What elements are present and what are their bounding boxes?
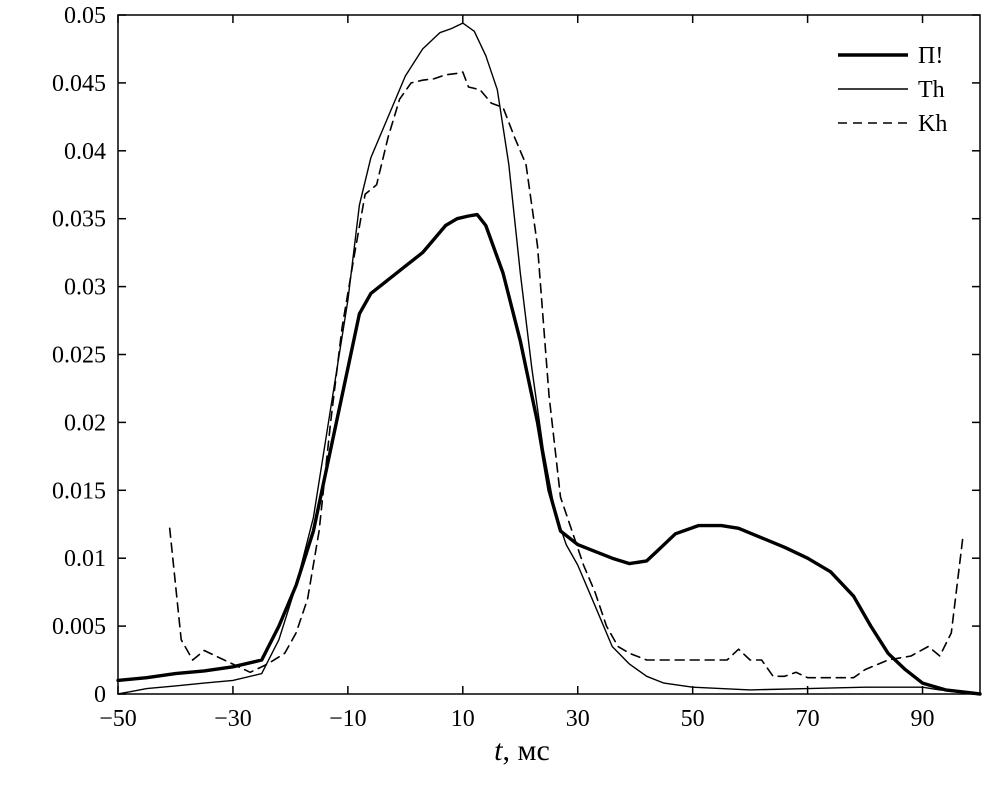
- x-axis: −50 −30 −10 10 30 50 70 90: [99, 15, 935, 732]
- x-tick-label: −50: [99, 706, 137, 732]
- legend-label-1: Th: [918, 77, 945, 103]
- y-tick-label: 0.05: [64, 3, 106, 29]
- x-axis-variable: t: [494, 734, 503, 767]
- y-tick-label: 0.03: [64, 275, 106, 301]
- x-tick-label: 10: [451, 706, 475, 732]
- y-tick-label: 0.04: [64, 139, 106, 165]
- x-tick-label: 50: [681, 706, 705, 732]
- y-tick-label: 0.025: [52, 343, 106, 369]
- y-axis: 0 0.005 0.01 0.015 0.02 0.025 0.03 0.035 0.04 0.0…: [52, 3, 980, 708]
- y-tick-label: 0: [94, 682, 106, 708]
- x-axis-unit: , мс: [503, 734, 550, 767]
- series-line-2: [168, 71, 964, 679]
- y-tick-label: 0.01: [64, 546, 106, 572]
- y-tick-label: 0.02: [64, 410, 106, 436]
- legend-label-0: П!: [918, 43, 943, 69]
- y-tick-label: 0.005: [52, 614, 106, 640]
- x-tick-label: 90: [911, 706, 935, 732]
- series-line-0: [116, 212, 982, 696]
- y-tick-label: 0.045: [52, 71, 106, 97]
- y-tick-label: 0.015: [52, 478, 106, 504]
- series-layer: [116, 22, 982, 696]
- x-tick-label: −10: [329, 706, 367, 732]
- x-tick-label: 70: [796, 706, 820, 732]
- legend-label-2: Kh: [918, 111, 947, 137]
- x-tick-label: −30: [214, 706, 252, 732]
- legend: П! Th Kh: [838, 43, 947, 137]
- x-tick-label: 30: [566, 706, 590, 732]
- x-axis-title: t, мс: [494, 734, 550, 767]
- y-tick-label: 0.035: [52, 207, 106, 233]
- series-line-1: [117, 22, 981, 695]
